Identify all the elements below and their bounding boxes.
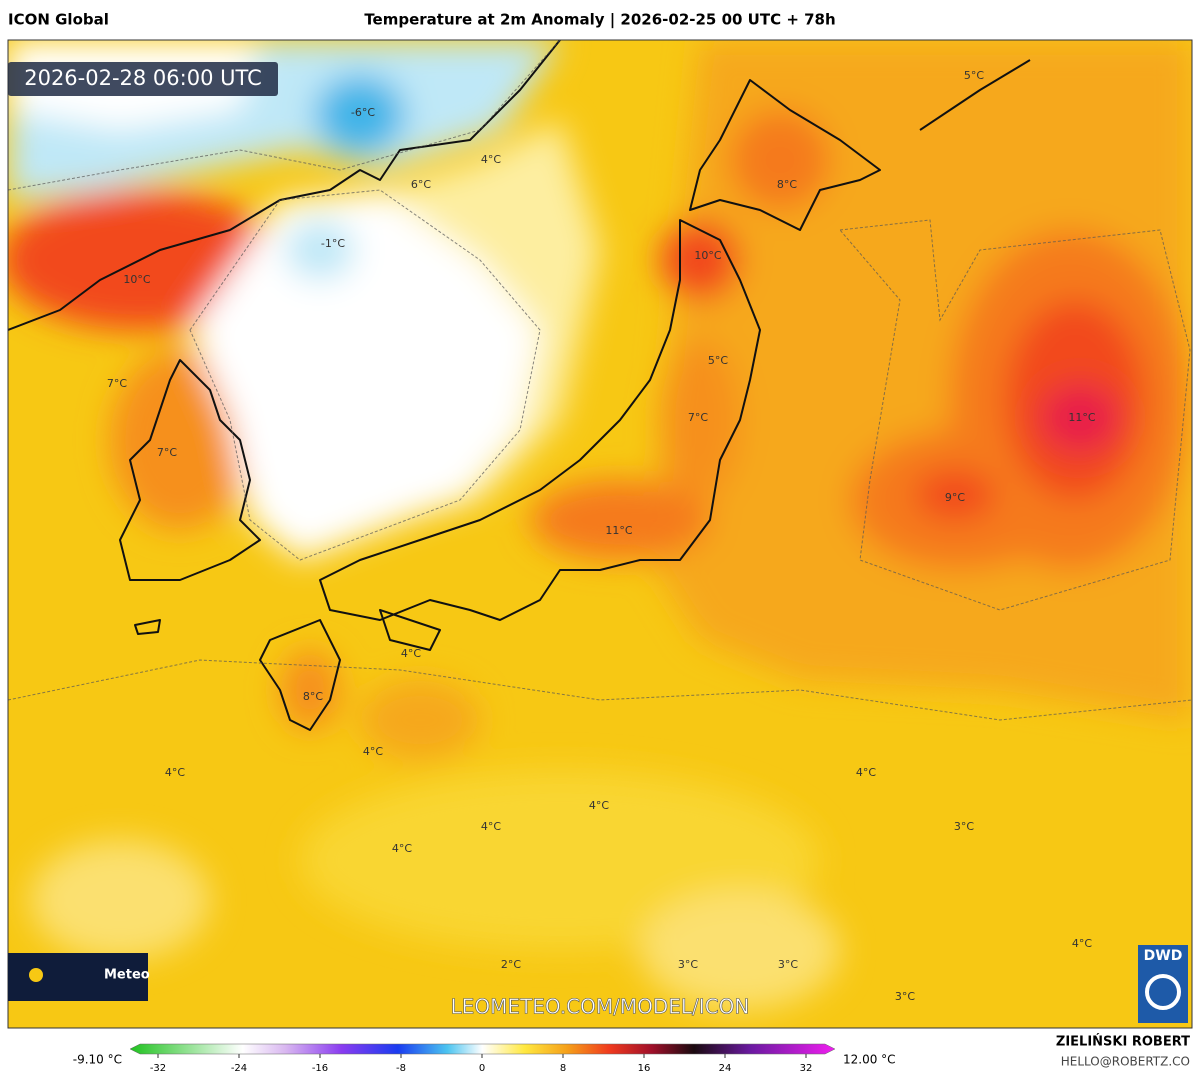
map-label: 7°C [688,411,708,424]
map-label: 6°C [411,178,431,191]
colorbar [129,1043,836,1055]
coastlines [8,40,1031,731]
colorbar-tick-label: 0 [479,1063,485,1074]
map-label: 4°C [392,842,412,855]
map-label: 2°C [501,958,521,971]
agency-name: DWD [1144,948,1183,964]
map-label: -1°C [321,237,345,250]
map-label: 3°C [678,958,698,971]
map-label: 4°C [401,647,421,660]
map-label: 3°C [954,820,974,833]
contact: HELLO@ROBERTZ.CO [1061,1055,1190,1069]
map-label: 4°C [481,153,501,166]
model-name: ICON Global [8,11,109,29]
map-label: 11°C [1068,411,1095,424]
colorbar-tick-label: -8 [396,1063,406,1074]
agency-mark [1145,974,1181,1010]
map-label: 4°C [363,745,383,758]
map-label: 7°C [157,446,177,459]
author: ZIELIŃSKI ROBERT [1056,1034,1190,1050]
colorbar-tick-label: 16 [638,1063,651,1074]
map-title: Temperature at 2m Anomaly | 2026-02-25 0… [364,11,835,30]
map-label: 10°C [123,273,150,286]
map-label: 3°C [895,990,915,1003]
logo-text: Meteo [104,968,150,983]
colorbar-ticks: -32 -24 -16 -8 0 8 16 24 32 [150,1054,813,1074]
map-frame [7,39,1193,1029]
legend-min: -9.10 °C [73,1053,122,1067]
map-labels: -6°C -1°C 6°C 4°C 5°C 8°C 10°C 10°C 7°C 5°C 7°C 7°C… [107,69,1096,1003]
colorbar-tick-label: 32 [800,1063,813,1074]
valid-time: 2026-02-28 06:00 UTC [24,66,262,90]
map-label: 11°C [605,524,632,537]
watermark: LEOMETEO.COM/MODEL/ICON [451,995,750,1019]
map-label: 4°C [165,766,185,779]
map-label: 4°C [1072,937,1092,950]
map-label: 4°C [589,799,609,812]
map-label: 9°C [945,491,965,504]
legend-max: 12.00 °C [843,1053,896,1067]
map-label: -6°C [351,106,375,119]
time-box [8,62,278,96]
map-label: 8°C [777,178,797,191]
colorbar-tick-label: 24 [719,1063,732,1074]
map-label: 5°C [964,69,984,82]
map-label: 10°C [694,249,721,262]
map-label: 4°C [856,766,876,779]
map-label: 4°C [481,820,501,833]
logo-sun [29,968,43,982]
map-label: 3°C [778,958,798,971]
colorbar-tick-label: -24 [231,1063,247,1074]
map-label: 7°C [107,377,127,390]
colorbar-tick-label: -32 [150,1063,166,1074]
colorbar-tick-label: 8 [560,1063,566,1074]
anomaly-field: -6°C -1°C 6°C 4°C 5°C 8°C 10°C 10°C 7°C 5°C 7°C 7°C… [8,40,1192,1028]
contours [8,40,1192,721]
colorbar-tick-label: -16 [312,1063,328,1074]
map-label: 5°C [708,354,728,367]
map-label: 8°C [303,690,323,703]
